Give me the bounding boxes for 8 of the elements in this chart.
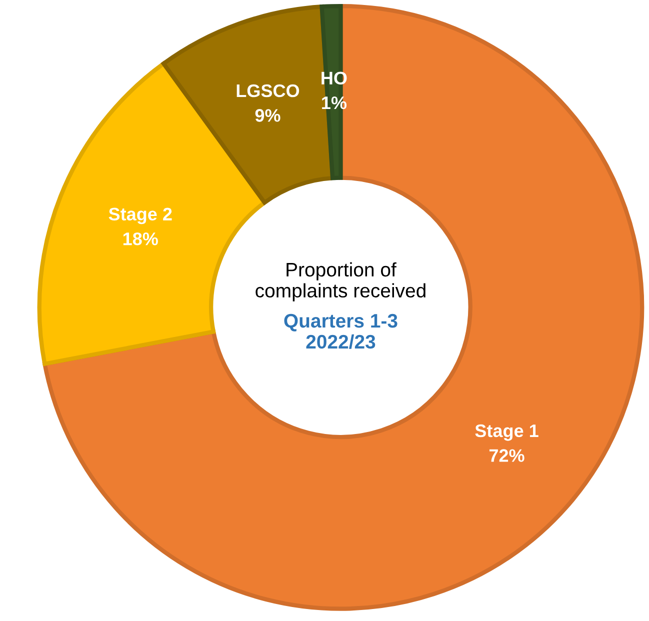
slice-label: Stage 2 xyxy=(108,208,172,224)
text: Proportion of complaints received xyxy=(256,262,426,302)
slice-label: Stage 1 xyxy=(475,424,538,441)
data-label: 18% xyxy=(123,232,158,246)
data-label: 9% xyxy=(255,109,280,122)
data-label: 72% xyxy=(489,449,524,462)
text: Quarters 1-3 2022/23 xyxy=(284,314,398,349)
slice-label: LGSCO xyxy=(236,84,300,98)
